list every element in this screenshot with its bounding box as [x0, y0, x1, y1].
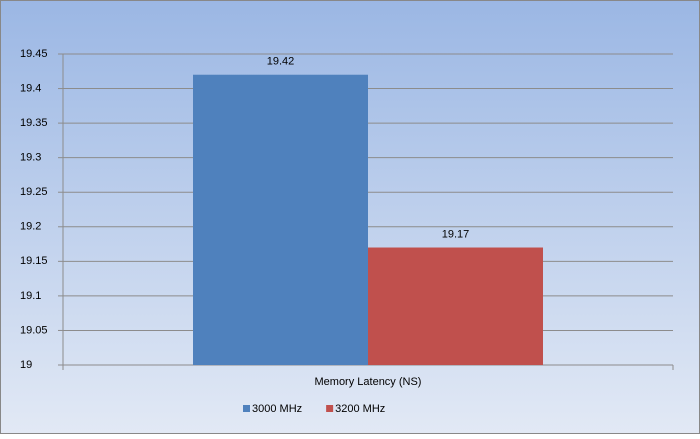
bar	[193, 74, 368, 365]
legend-label: 3000 MHz	[252, 403, 302, 415]
y-tick-label: 19.25	[20, 186, 48, 198]
y-tick-label: 19.1	[20, 290, 41, 302]
bar	[368, 247, 543, 365]
legend-swatch	[243, 405, 250, 412]
y-tick-label: 19.35	[20, 117, 48, 129]
y-tick-label: 19.15	[20, 255, 48, 267]
y-tick-label: 19	[20, 359, 32, 371]
data-label: 19.42	[267, 56, 295, 68]
y-tick-label: 19.45	[20, 48, 48, 60]
y-tick-label: 19.3	[20, 152, 41, 164]
data-label: 19.17	[442, 228, 470, 240]
x-tick-label: Memory Latency (NS)	[315, 376, 422, 388]
y-tick-label: 19.05	[20, 324, 48, 336]
y-tick-label: 19.4	[20, 82, 41, 94]
legend-label: 3200 MHz	[335, 403, 385, 415]
y-tick-label: 19.2	[20, 221, 41, 233]
legend-swatch	[326, 405, 334, 412]
